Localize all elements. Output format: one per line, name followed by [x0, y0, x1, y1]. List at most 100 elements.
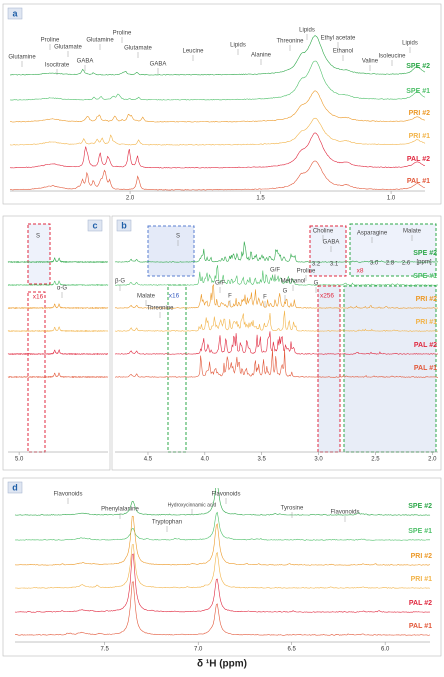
- x-tick-label: 3.5: [258, 457, 267, 463]
- x-tick-label: 2.0: [126, 196, 135, 202]
- x-tick-label: 1.5: [256, 196, 265, 202]
- annotation: Isoleucine: [378, 54, 406, 60]
- spectrum: [114, 310, 439, 332]
- sample-label: PRI #1: [416, 319, 438, 326]
- annotation: Leucine: [182, 49, 204, 55]
- annotation: Choline: [313, 229, 334, 235]
- x-tick-label: 7.0: [194, 647, 203, 653]
- sample-label: SPE #2: [406, 63, 430, 70]
- annotation: Glutamine: [8, 55, 36, 61]
- spectrum: [7, 303, 109, 310]
- x-tick-label: 6.0: [381, 647, 390, 653]
- annotation: x256: [320, 293, 334, 300]
- annotation: x16: [33, 294, 44, 301]
- annotation: 2.8: [386, 261, 395, 267]
- sample-label: PRI #1: [409, 133, 431, 140]
- panel-frame: [2, 3, 442, 205]
- x-tick-label: 5.0: [15, 457, 24, 463]
- spectrum: [114, 265, 439, 286]
- spectra: [7, 257, 109, 379]
- inset-box: [27, 223, 51, 285]
- panel-label: c: [92, 220, 97, 230]
- panel-label-box: [7, 481, 23, 494]
- annotation: F: [228, 294, 232, 300]
- annotation: [ppm]: [416, 260, 431, 266]
- annotation: Tryptophan: [152, 520, 182, 526]
- annotation: β-G: [115, 279, 125, 285]
- x-tick-label: 1.0: [387, 196, 396, 202]
- region-box: [317, 285, 341, 453]
- spectra: [9, 35, 426, 191]
- annotation: Proline: [41, 38, 60, 44]
- annotation: G: [283, 289, 288, 295]
- spectrum: [9, 90, 426, 123]
- annotation: S: [176, 234, 180, 240]
- annotation: Glutamate: [54, 45, 82, 51]
- panel-frame: [2, 477, 442, 657]
- x-tick-label: 2.5: [371, 457, 380, 463]
- annotation: Proline: [113, 31, 132, 37]
- inset-box: [349, 223, 437, 277]
- spectrum: [15, 543, 431, 589]
- spectrum: [9, 60, 426, 101]
- panel-label: b: [121, 220, 127, 230]
- spectrum: [114, 349, 438, 378]
- spectrum: [15, 581, 431, 636]
- spectrum: [9, 117, 426, 146]
- panel-label: d: [12, 482, 18, 492]
- region-box: [343, 285, 437, 453]
- annotation: Lipids: [402, 41, 418, 47]
- spectrum: [14, 515, 431, 566]
- annotation: Proline: [297, 269, 316, 275]
- annotation: 3.0: [370, 261, 379, 267]
- spectrum: [7, 372, 109, 379]
- annotation: x16: [169, 293, 180, 300]
- spectrum: [9, 160, 426, 191]
- annotation: Glutamate: [124, 46, 152, 52]
- annotation: F: [263, 295, 267, 301]
- panel-frame: [111, 215, 442, 471]
- annotation: Threonine: [276, 39, 304, 45]
- spectra: [14, 488, 431, 636]
- sample-label: PAL #1: [407, 178, 430, 185]
- annotation: Tyrosine: [281, 506, 304, 512]
- annotation: Glutamine: [86, 38, 114, 44]
- region-box: [27, 291, 46, 453]
- sample-label: PRI #2: [409, 110, 431, 117]
- sample-label: PAL #2: [409, 600, 432, 607]
- sample-label: PAL #2: [414, 342, 437, 349]
- sample-label: PAL #1: [414, 365, 437, 372]
- annotation: Phenylalanine: [101, 507, 139, 513]
- sample-label: PRI #2: [416, 296, 438, 303]
- sample-label: SPE #1: [406, 88, 430, 95]
- annotation: Ethyl acetate: [321, 36, 356, 42]
- annotation: Alanine: [251, 53, 272, 59]
- annotation: Malate: [137, 294, 156, 300]
- sample-label: PAL #2: [407, 156, 430, 163]
- annotation: Lipids: [230, 43, 246, 49]
- inset-box: [309, 225, 347, 277]
- spectrum: [114, 331, 439, 355]
- region-box: [167, 284, 187, 453]
- annotation: Asparagine: [357, 231, 388, 237]
- annotation: Flavonoids: [330, 510, 359, 516]
- x-tick-label: 2.0: [428, 457, 437, 463]
- spectrum: [114, 283, 439, 309]
- annotation: Valine: [362, 59, 379, 65]
- annotation: Malate: [403, 229, 422, 235]
- spectrum: [14, 553, 431, 613]
- annotation: 3.2: [312, 262, 321, 268]
- x-tick-label: 6.5: [287, 647, 296, 653]
- panel-label-box: [87, 219, 103, 232]
- x-tick-label: 7.5: [101, 647, 110, 653]
- spectrum: [7, 349, 109, 356]
- spectrum: [9, 35, 426, 76]
- spectrum: [14, 488, 431, 516]
- sample-label: PRI #2: [411, 553, 433, 560]
- x-tick-label: 4.0: [201, 457, 210, 463]
- annotation: GABA: [323, 240, 340, 246]
- annotation: GABA: [150, 62, 167, 68]
- annotation: Threonine: [146, 306, 174, 312]
- inset-box: [147, 225, 195, 277]
- spectrum: [7, 280, 109, 287]
